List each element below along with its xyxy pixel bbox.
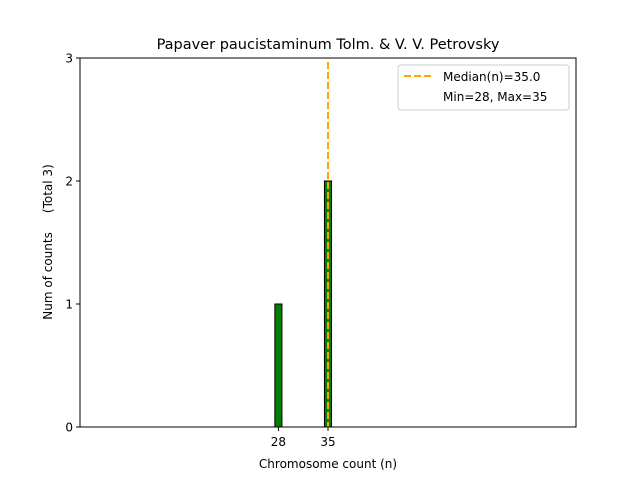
plot-frame: [79, 57, 577, 428]
x-tick-label-28: 28: [271, 435, 286, 449]
x-tick-label-35: 35: [320, 435, 335, 449]
y-tick-label-0: 0: [65, 421, 73, 435]
y-axis-label: Num of counts (Total 3): [41, 164, 55, 319]
x-axis-label: Chromosome count (n): [259, 457, 397, 471]
bar-28: [274, 303, 283, 428]
legend-minmax-label: Min=28, Max=35: [443, 90, 547, 104]
legend-box: [397, 64, 570, 111]
y-tick-label-3: 3: [65, 52, 73, 66]
legend: Median(n)=35.0 Min=28, Max=35: [397, 64, 570, 111]
legend-median-label: Median(n)=35.0: [443, 70, 540, 84]
chart-title: Papaver paucistaminum Tolm. & V. V. Petr…: [157, 37, 500, 53]
y-tick-label-1: 1: [65, 298, 73, 312]
y-tick-label-2: 2: [65, 175, 73, 189]
